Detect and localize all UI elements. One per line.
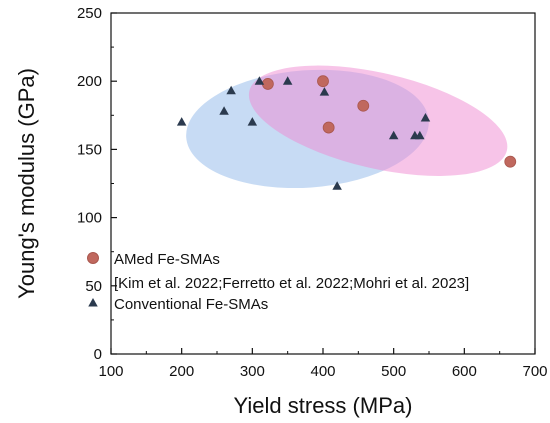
amed-point <box>357 99 370 112</box>
y-tick-label: 150 <box>77 141 102 158</box>
x-axis-title: Yield stress (MPa) <box>234 393 413 418</box>
x-tick-label: 500 <box>381 363 406 380</box>
conventional-point <box>415 130 425 140</box>
legend-marker-amed <box>87 252 99 264</box>
y-axis-ticks: 0 50 100 150 200 250 <box>77 5 117 363</box>
conventional-point <box>226 85 236 95</box>
conventional-point <box>247 117 258 126</box>
legend-citation-amed: [Kim et al. 2022;Ferretto et al. 2022;Mo… <box>114 275 469 292</box>
amed-point <box>317 75 329 88</box>
x-tick-label: 600 <box>452 363 477 380</box>
conventional-point <box>332 181 342 190</box>
data-points <box>176 75 517 190</box>
conventional-point <box>420 113 431 122</box>
amed-point <box>261 78 274 90</box>
x-tick-label: 200 <box>169 363 194 380</box>
y-tick-label: 0 <box>94 346 102 363</box>
y-tick-label: 50 <box>85 278 102 295</box>
conventional-point <box>219 106 229 115</box>
x-tick-label: 300 <box>240 363 265 380</box>
conventional-point <box>176 117 187 126</box>
x-tick-label: 100 <box>98 363 123 380</box>
conventional-point <box>282 76 293 85</box>
y-tick-label: 100 <box>77 210 102 227</box>
legend-label-amed: AMed Fe-SMAs <box>114 251 220 268</box>
conventional-point <box>319 87 330 96</box>
x-tick-label: 400 <box>310 363 335 380</box>
y-tick-label: 250 <box>77 5 102 22</box>
y-axis-title: Young's modulus (GPa) <box>14 68 39 299</box>
amed-point <box>322 121 335 134</box>
amed-point <box>504 155 517 168</box>
legend: AMed Fe-SMAs [Kim et al. 2022;Ferretto e… <box>87 251 469 313</box>
conventional-point <box>388 130 399 140</box>
legend-marker-conventional <box>88 298 98 307</box>
x-axis-ticks: 100 200 300 400 500 600 700 <box>98 348 548 380</box>
x-tick-label: 700 <box>522 363 547 380</box>
conventional-point <box>254 76 265 85</box>
legend-label-conventional: Conventional Fe-SMAs <box>114 296 268 313</box>
y-tick-label: 200 <box>77 73 102 90</box>
cluster-regions <box>186 65 508 189</box>
region-amed <box>248 65 508 176</box>
